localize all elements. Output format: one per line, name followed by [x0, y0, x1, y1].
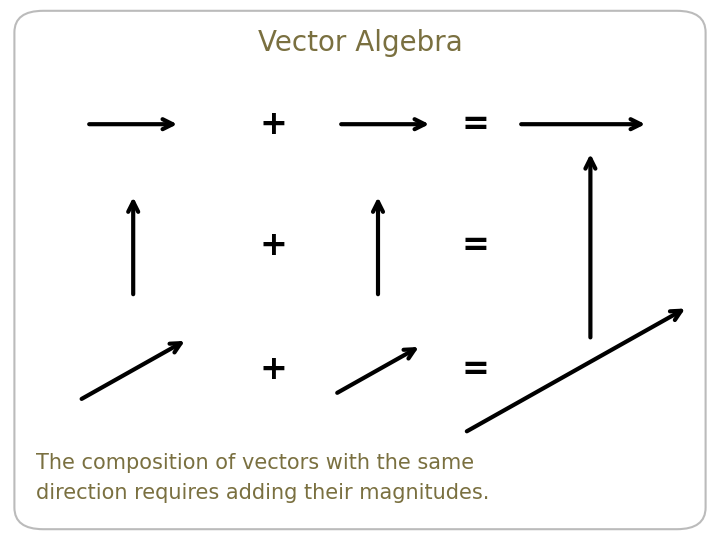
Text: +: + — [260, 353, 287, 387]
Text: +: + — [260, 107, 287, 141]
FancyBboxPatch shape — [14, 11, 706, 529]
Text: The composition of vectors with the same
direction requires adding their magnitu: The composition of vectors with the same… — [36, 453, 490, 503]
Text: Vector Algebra: Vector Algebra — [258, 29, 462, 57]
Text: =: = — [462, 107, 489, 141]
Text: =: = — [462, 229, 489, 262]
Text: =: = — [462, 353, 489, 387]
Text: +: + — [260, 229, 287, 262]
